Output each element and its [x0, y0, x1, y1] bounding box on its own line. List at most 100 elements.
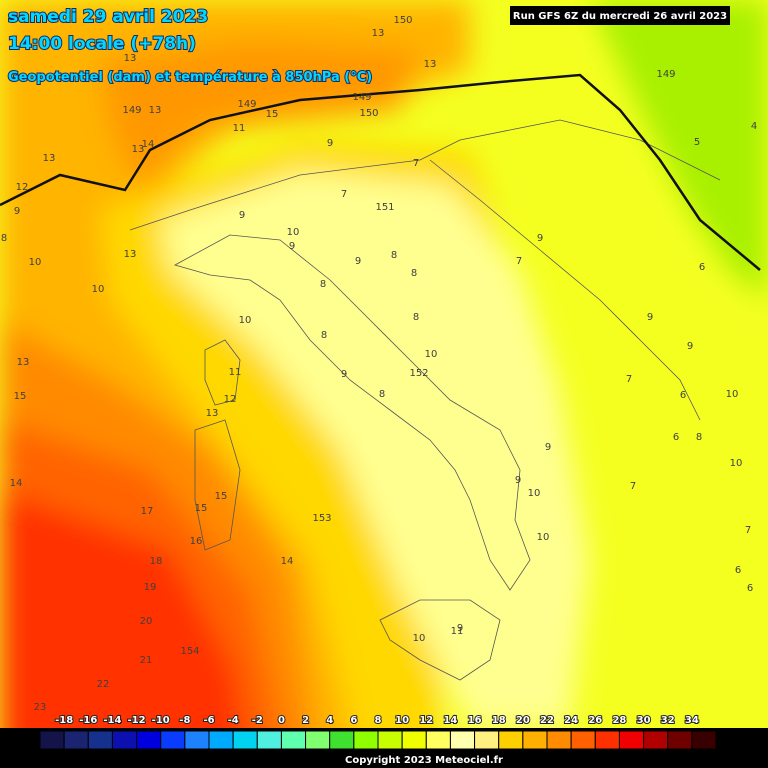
map-label: 13	[43, 153, 56, 164]
map-label: 9	[239, 210, 245, 221]
map-label: 9	[647, 312, 653, 323]
legend-swatch	[570, 730, 596, 750]
front-line	[0, 73, 761, 271]
map-label: 15	[266, 109, 279, 120]
map-label: 8	[1, 233, 7, 244]
map-label: 13	[424, 59, 437, 70]
map-label: 13	[206, 408, 219, 419]
map-label: 7	[413, 158, 419, 169]
legend-label: 12	[419, 715, 433, 726]
map-label: 13	[124, 53, 137, 64]
legend-swatch	[546, 730, 572, 750]
map-label: 15	[215, 491, 228, 502]
map-label: 6	[735, 565, 741, 576]
map-label: 7	[516, 256, 522, 267]
map-label: 154	[180, 646, 199, 657]
legend-swatch	[39, 730, 65, 750]
legend-label: 14	[443, 715, 457, 726]
legend-swatch	[691, 730, 717, 750]
map-label: 17	[141, 506, 154, 517]
map-label: 6	[699, 262, 705, 273]
map-label: 10	[29, 257, 42, 268]
map-label: 10	[239, 315, 252, 326]
map-label: 7	[341, 189, 347, 200]
legend-label: 22	[540, 715, 554, 726]
map-label: 11	[451, 626, 464, 637]
legend-label: 32	[661, 715, 675, 726]
map-label: 7	[630, 481, 636, 492]
map-label: 149	[122, 105, 141, 116]
map-label: 15	[195, 503, 208, 514]
legend-swatch	[305, 730, 331, 750]
legend-swatch	[208, 730, 234, 750]
legend-swatch	[667, 730, 693, 750]
legend-label: -6	[203, 715, 214, 726]
map-label: 21	[140, 655, 153, 666]
map-label: 10	[425, 349, 438, 360]
legend-label: -14	[103, 715, 121, 726]
map-label: 13	[372, 28, 385, 39]
legend-label: -2	[252, 715, 263, 726]
map-label: 20	[140, 616, 153, 627]
legend-swatch	[232, 730, 258, 750]
map-label: 9	[687, 341, 693, 352]
map-label: 150	[359, 108, 378, 119]
legend-swatch	[594, 730, 620, 750]
map-label: 22	[97, 679, 110, 690]
legend-swatch	[160, 730, 186, 750]
legend-label: 34	[685, 715, 699, 726]
map-label: 13	[132, 144, 145, 155]
map-label: 11	[233, 123, 246, 134]
map-label: 14	[281, 556, 294, 567]
map-subtitle: Geopotentiel (dam) et température à 850h…	[8, 70, 372, 85]
legend-label: 24	[564, 715, 578, 726]
legend-swatch	[377, 730, 403, 750]
map-label: 150	[393, 15, 412, 26]
forecast-time: 14:00 locale (+78h)	[8, 34, 196, 54]
map-label: 8	[696, 432, 702, 443]
map-label: 15	[14, 391, 27, 402]
legend-swatch	[353, 730, 379, 750]
legend-swatch	[522, 730, 548, 750]
map-label: 8	[391, 250, 397, 261]
map-label: 6	[680, 390, 686, 401]
legend-label: 4	[326, 715, 333, 726]
map-label: 11	[229, 367, 242, 378]
map-label: 9	[327, 138, 333, 149]
legend-label: 0	[278, 715, 285, 726]
map-label: 9	[537, 233, 543, 244]
map-label: 7	[626, 374, 632, 385]
map-label: 9	[341, 369, 347, 380]
legend-swatch	[474, 730, 500, 750]
legend-swatch	[401, 730, 427, 750]
map-label: 8	[413, 312, 419, 323]
map-label: 13	[17, 357, 30, 368]
map-label: 6	[673, 432, 679, 443]
legend-swatch	[643, 730, 669, 750]
legend-swatch	[87, 730, 113, 750]
legend-swatch	[618, 730, 645, 750]
legend-label: 6	[350, 715, 357, 726]
legend-swatch	[136, 730, 162, 750]
map-label: 23	[34, 702, 47, 713]
legend-swatch	[425, 730, 451, 750]
map-label: 10	[287, 227, 300, 238]
map-label: 12	[224, 394, 237, 405]
legend-label: 2	[302, 715, 309, 726]
legend-swatch	[256, 730, 282, 750]
legend-label: 26	[588, 715, 602, 726]
map-label: 18	[150, 556, 163, 567]
legend-label: -8	[179, 715, 190, 726]
map-label: 8	[411, 268, 417, 279]
legend-label: -10	[152, 715, 170, 726]
map-label: 8	[320, 279, 326, 290]
map-label: 9	[545, 442, 551, 453]
legend-label: 30	[637, 715, 651, 726]
map-label: 12	[16, 182, 29, 193]
map-label: 149	[352, 92, 371, 103]
map-label: 151	[375, 202, 394, 213]
map-label: 10	[92, 284, 105, 295]
forecast-date: samedi 29 avril 2023	[8, 7, 208, 27]
legend-label: 10	[395, 715, 409, 726]
